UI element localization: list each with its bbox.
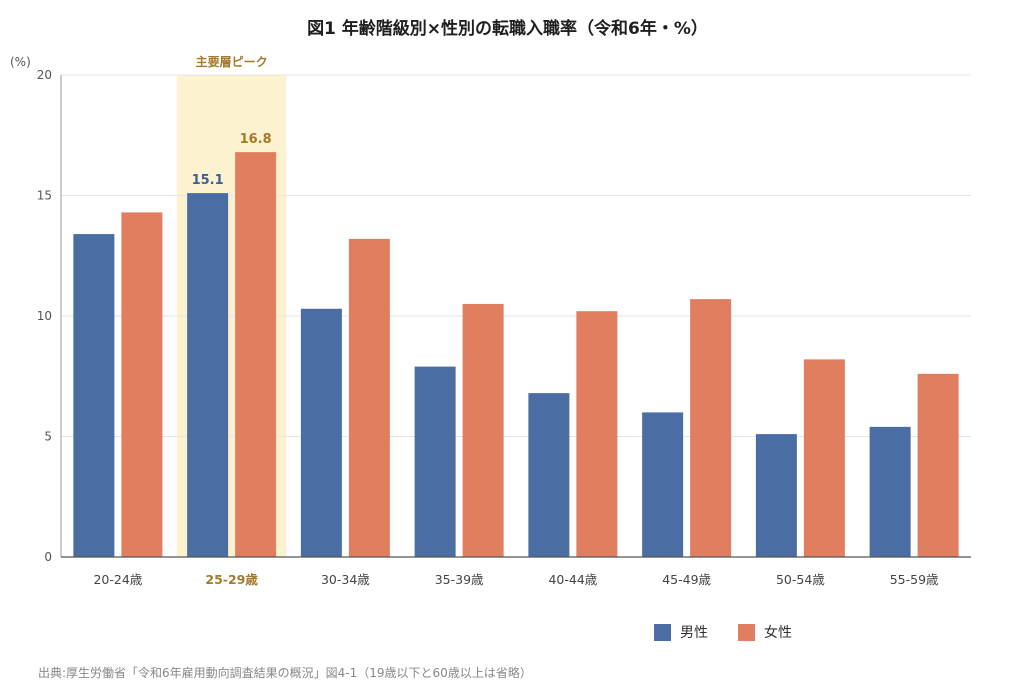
source-note: 出典:厚生労働省「令和6年雇用動向調査結果の概況」図4-1（19歳以下と60歳以…: [38, 666, 532, 680]
bar-female: [462, 303, 504, 557]
y-tick-label: 20: [37, 68, 52, 82]
y-tick-label: 15: [37, 189, 52, 203]
x-tick-label: 30-34歳: [321, 572, 370, 587]
x-tick-label: 45-49歳: [662, 572, 711, 587]
x-tick-label: 50-54歳: [776, 572, 825, 587]
x-tick-label: 25-29歳: [205, 572, 258, 587]
y-tick-label: 5: [44, 430, 52, 444]
y-axis-unit: (%): [10, 55, 31, 69]
data-label: 16.8: [240, 132, 272, 147]
bar-female: [121, 212, 163, 557]
bar-male: [414, 366, 456, 557]
legend-label-female: 女性: [764, 625, 792, 641]
x-tick-label: 35-39歳: [435, 572, 484, 587]
legend-swatch-male: [654, 623, 671, 641]
data-label: 15.1: [192, 173, 224, 188]
bar-female: [803, 359, 845, 557]
highlight-band-label: 主要層ピーク: [196, 54, 268, 69]
bar-male: [73, 234, 115, 557]
bar-male: [187, 193, 229, 557]
x-tick-label: 55-59歳: [890, 572, 939, 587]
y-tick-label: 10: [37, 309, 52, 323]
x-tick-label: 40-44歳: [548, 572, 597, 587]
bar-male: [869, 426, 911, 557]
bar-male: [300, 308, 342, 557]
legend-label-male: 男性: [680, 625, 708, 641]
y-tick-label: 0: [44, 550, 52, 564]
legend-item-female: 女性: [738, 622, 792, 642]
x-tick-label: 20-24歳: [93, 572, 142, 587]
legend: 男性 女性: [654, 622, 822, 642]
bar-male: [642, 412, 684, 557]
legend-item-male: 男性: [654, 622, 708, 642]
bar-male: [755, 434, 797, 557]
legend-swatch-female: [738, 623, 755, 641]
bar-female: [576, 311, 618, 557]
chart-title: 図1 年齢階級別×性別の転職入職率（令和6年・%）: [307, 19, 708, 39]
bar-female: [235, 152, 277, 557]
bar-female: [690, 299, 732, 557]
bar-female: [917, 373, 959, 557]
bar-male: [528, 393, 570, 557]
bar-female: [348, 238, 390, 557]
